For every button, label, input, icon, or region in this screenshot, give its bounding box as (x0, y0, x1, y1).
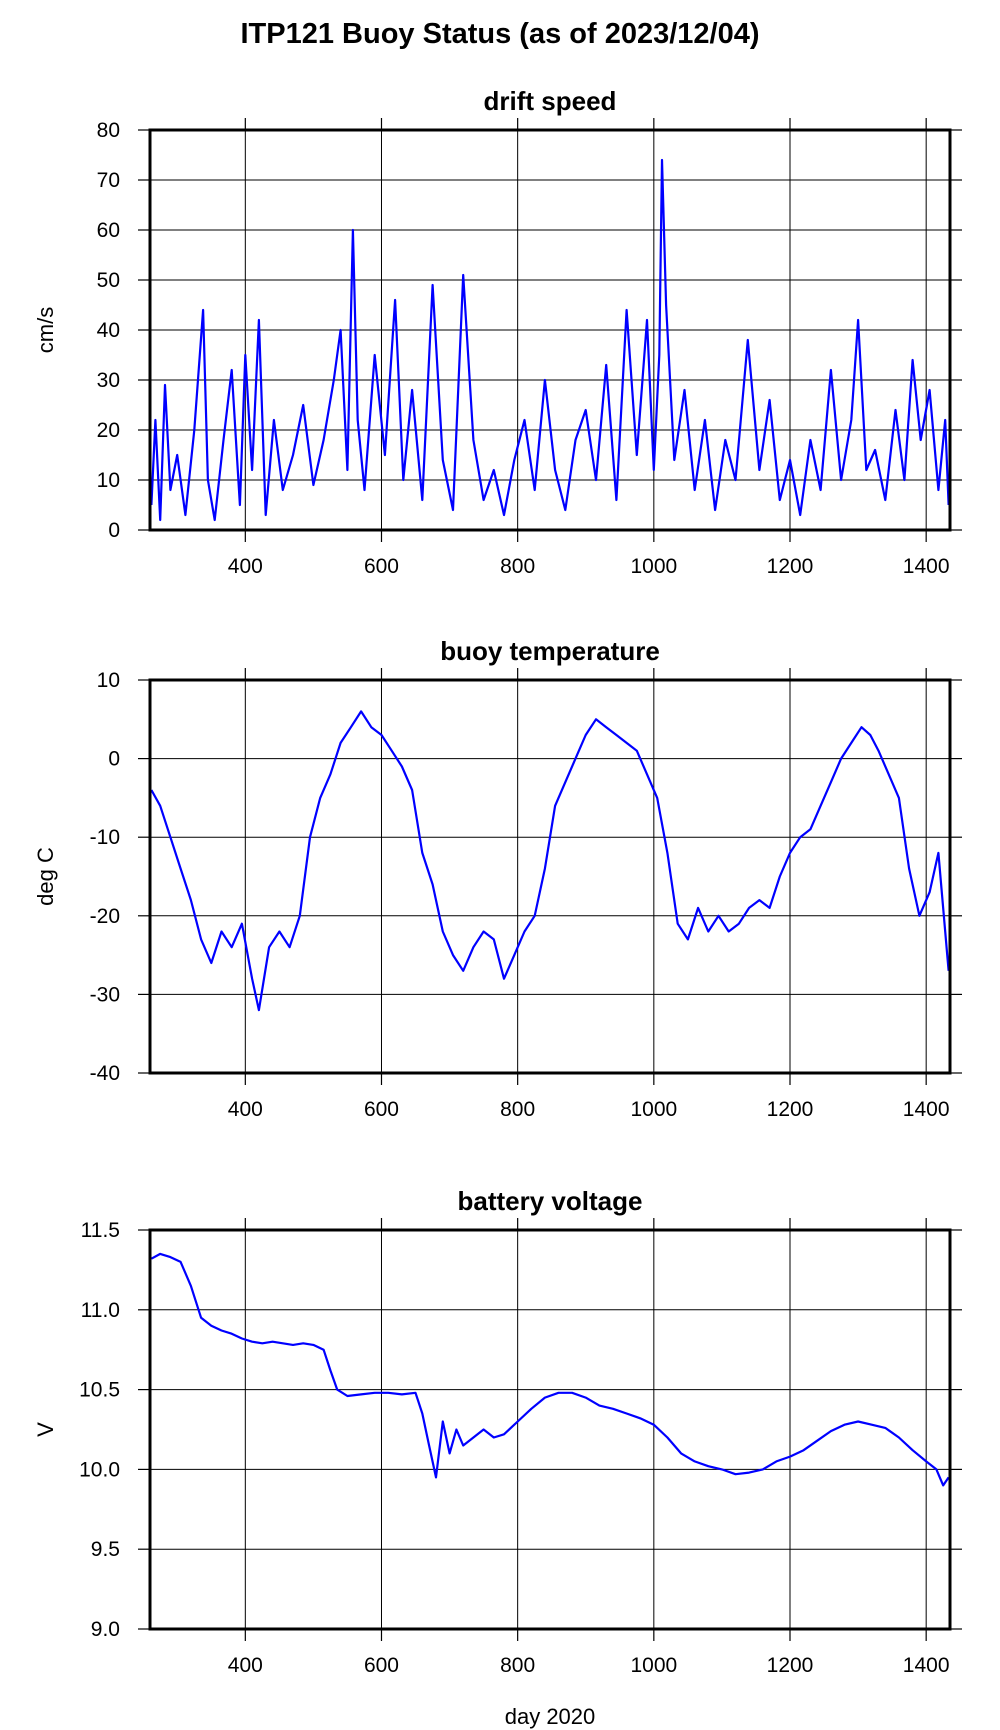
x-tick-label: 1200 (767, 555, 814, 578)
chart-panel (138, 668, 962, 1085)
x-tick-label: 1200 (767, 1098, 814, 1121)
x-axis-label: day 2020 (505, 1704, 596, 1729)
x-tick-label: 1200 (767, 1654, 814, 1677)
x-tick-label: 1400 (903, 1654, 950, 1677)
series-line (150, 710, 950, 1012)
y-axis-label: V (33, 1422, 58, 1437)
y-tick-label: -10 (90, 826, 120, 849)
page-title: ITP121 Buoy Status (as of 2023/12/04) (240, 18, 760, 50)
y-tick-label: 9.0 (91, 1618, 120, 1641)
x-tick-label: 800 (500, 1654, 535, 1677)
chart-title: battery voltage (458, 1186, 643, 1216)
y-tick-label: 70 (97, 169, 120, 192)
y-tick-label: 50 (97, 269, 120, 292)
x-tick-label: 400 (228, 555, 263, 578)
y-tick-label: 11.0 (81, 1299, 120, 1322)
y-tick-label: 0 (108, 519, 120, 542)
y-axis-label: deg C (33, 847, 58, 906)
plot-frame (148, 128, 952, 532)
y-tick-label: 11.5 (81, 1219, 120, 1242)
series-line (150, 1252, 950, 1487)
y-axis-label: cm/s (33, 307, 58, 353)
x-tick-label: 800 (500, 1098, 535, 1121)
y-tick-label: 30 (97, 369, 120, 392)
x-tick-label: 600 (364, 1098, 399, 1121)
x-tick-label: 1000 (630, 1654, 677, 1677)
y-tick-label: 80 (97, 119, 120, 142)
x-tick-label: 600 (364, 555, 399, 578)
plot-frame (148, 1228, 952, 1631)
x-tick-label: 400 (228, 1654, 263, 1677)
x-tick-label: 400 (228, 1098, 263, 1121)
x-tick-label: 1400 (903, 555, 950, 578)
y-tick-label: 0 (108, 748, 120, 771)
y-tick-label: 10 (97, 669, 120, 692)
x-tick-label: 800 (500, 555, 535, 578)
chart-title: buoy temperature (440, 636, 660, 666)
chart-title: drift speed (484, 86, 617, 116)
x-tick-label: 1000 (630, 555, 677, 578)
plot-frame (148, 678, 952, 1075)
y-tick-label: 20 (97, 419, 120, 442)
y-tick-label: 10 (97, 469, 120, 492)
y-tick-label: -30 (90, 983, 120, 1006)
series-line (150, 158, 950, 522)
x-tick-label: 600 (364, 1654, 399, 1677)
chart-panel (138, 118, 962, 542)
y-tick-label: 10.5 (79, 1379, 120, 1402)
chart-panel (138, 1218, 962, 1641)
x-tick-label: 1000 (630, 1098, 677, 1121)
y-tick-label: -20 (90, 905, 120, 928)
y-tick-label: 10.0 (79, 1458, 120, 1481)
y-tick-label: 60 (97, 219, 120, 242)
y-tick-label: 40 (97, 319, 120, 342)
y-tick-label: 9.5 (91, 1538, 120, 1561)
y-tick-label: -40 (90, 1062, 120, 1085)
x-tick-label: 1400 (903, 1098, 950, 1121)
